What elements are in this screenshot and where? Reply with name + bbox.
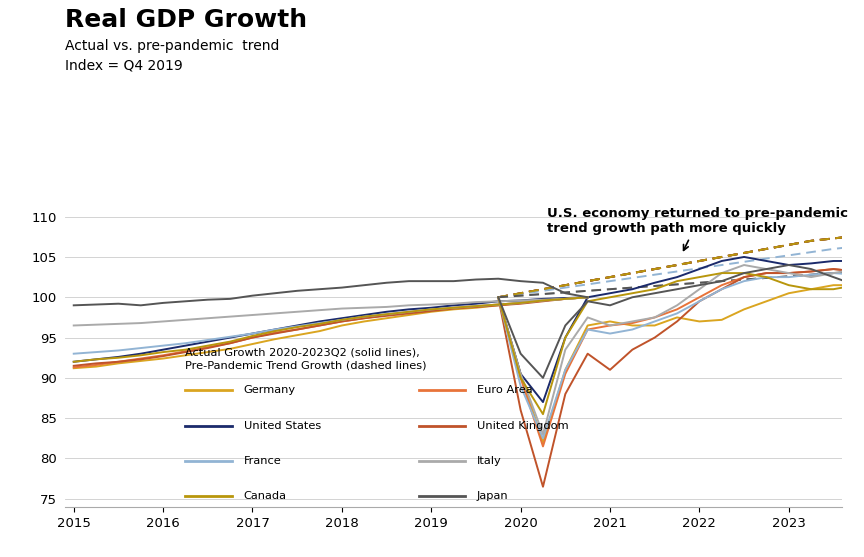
Text: Germany: Germany — [244, 385, 295, 395]
Text: United States: United States — [244, 421, 321, 431]
Text: Canada: Canada — [244, 491, 287, 501]
Text: Japan: Japan — [477, 491, 509, 501]
Text: U.S. economy returned to pre-pandemic
trend growth path more quickly: U.S. economy returned to pre-pandemic tr… — [548, 207, 848, 250]
Text: Actual vs. pre-pandemic  trend: Actual vs. pre-pandemic trend — [65, 39, 279, 53]
Text: Index = Q4 2019: Index = Q4 2019 — [65, 58, 182, 72]
Text: Actual Growth 2020-2023Q2 (solid lines),
Pre-Pandemic Trend Growth (dashed lines: Actual Growth 2020-2023Q2 (solid lines),… — [185, 348, 427, 371]
Text: United Kingdom: United Kingdom — [477, 421, 569, 431]
Text: Italy: Italy — [477, 456, 502, 466]
Text: France: France — [244, 456, 282, 466]
Text: Euro Area: Euro Area — [477, 385, 532, 395]
Text: Real GDP Growth: Real GDP Growth — [65, 8, 307, 32]
